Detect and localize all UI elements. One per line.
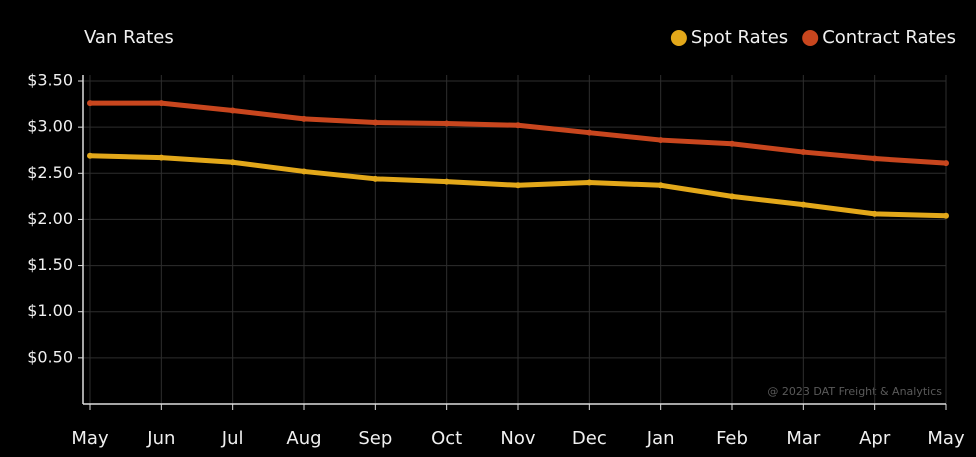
- y-tick-label: $3.00: [27, 117, 73, 136]
- y-tick-label: $1.00: [27, 301, 73, 320]
- y-tick-label: $0.50: [27, 347, 73, 366]
- y-tick-label: $3.50: [27, 71, 73, 90]
- x-tick-label: Aug: [286, 428, 321, 449]
- x-tick-label: Jan: [646, 428, 675, 449]
- point: [158, 100, 165, 107]
- x-tick-label: Apr: [859, 428, 891, 449]
- point: [729, 140, 735, 147]
- x-tick-label: Sep: [358, 428, 392, 449]
- y-tick-label: $2.00: [27, 209, 73, 228]
- x-tick-label: May: [927, 428, 965, 449]
- point: [586, 179, 593, 186]
- point: [871, 210, 878, 217]
- point: [657, 137, 664, 144]
- point: [943, 160, 949, 167]
- point: [515, 182, 521, 189]
- point: [443, 178, 450, 185]
- point: [372, 119, 379, 126]
- point: [87, 100, 93, 107]
- point: [87, 152, 93, 159]
- point: [229, 107, 236, 114]
- point: [800, 201, 807, 208]
- x-tick-label: Dec: [572, 428, 607, 449]
- y-tick-label: $2.50: [27, 163, 73, 182]
- point: [301, 115, 307, 122]
- point: [158, 154, 165, 161]
- x-tick-label: Nov: [500, 428, 535, 449]
- point: [443, 120, 450, 127]
- x-tick-label: Oct: [431, 428, 462, 449]
- x-tick-label: Mar: [786, 428, 821, 449]
- chart-title: Van Rates: [84, 27, 174, 48]
- point: [229, 159, 236, 166]
- point: [372, 175, 379, 182]
- legend-label[interactable]: Contract Rates: [822, 27, 956, 48]
- y-tick-label: $1.50: [27, 255, 73, 274]
- x-tick-label: Jul: [221, 428, 244, 449]
- x-tick-label: Jun: [146, 428, 175, 449]
- x-tick-label: May: [71, 428, 109, 449]
- watermark: @ 2023 DAT Freight & Analytics: [767, 385, 942, 398]
- legend-marker: [670, 30, 687, 46]
- x-tick-label: Feb: [716, 428, 748, 449]
- point: [657, 182, 664, 189]
- point: [871, 155, 878, 162]
- legend-label[interactable]: Spot Rates: [691, 27, 788, 48]
- point: [800, 149, 807, 156]
- point: [301, 168, 307, 175]
- point: [729, 193, 735, 200]
- point: [515, 122, 521, 129]
- point: [943, 212, 949, 219]
- point: [586, 129, 593, 136]
- legend-marker: [802, 30, 819, 46]
